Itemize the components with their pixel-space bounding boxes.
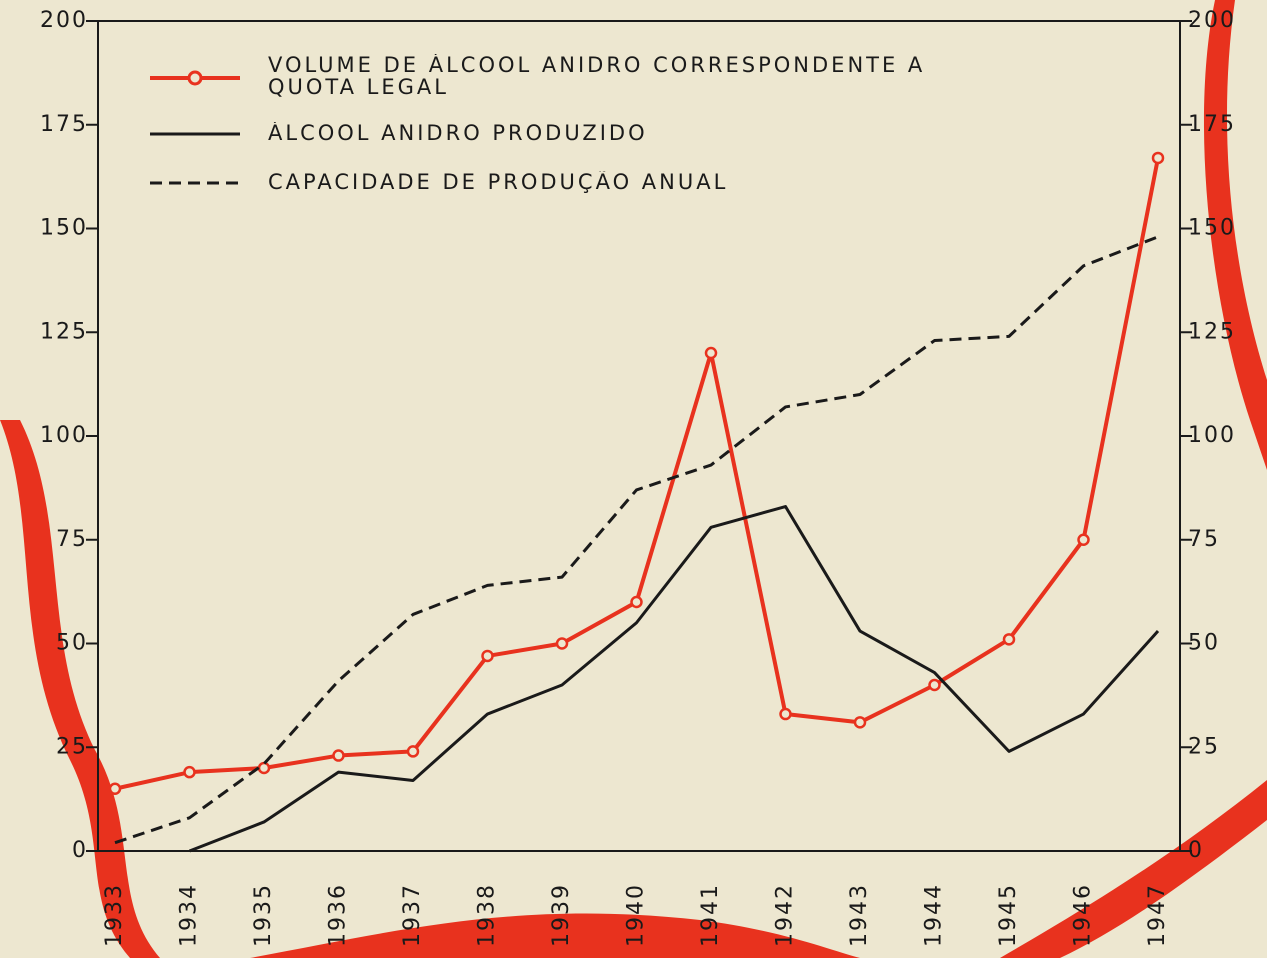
legend-label: ÁLCOOL ANIDRO PRODUZIDO bbox=[268, 122, 1028, 144]
x-tick-label: 1938 bbox=[475, 883, 500, 947]
y2-tick-label: 75 bbox=[1188, 527, 1220, 552]
point bbox=[1004, 634, 1014, 644]
x-tick-label: 1937 bbox=[400, 883, 425, 947]
y2-tick-label: 150 bbox=[1188, 216, 1236, 241]
point bbox=[1153, 153, 1163, 163]
point bbox=[930, 680, 940, 690]
y2-tick-label: 25 bbox=[1188, 734, 1220, 759]
point bbox=[185, 767, 195, 777]
point bbox=[334, 751, 344, 761]
x-tick-label: 1940 bbox=[624, 883, 649, 947]
x-tick-label: 1936 bbox=[326, 883, 351, 947]
y-tick-label: 200 bbox=[40, 8, 88, 33]
chart: 0 25 50 75 100 125 150 175 200 0 25 50 75 100 125 150 17… bbox=[0, 0, 1267, 958]
point bbox=[632, 597, 642, 607]
x-tick-label: 1944 bbox=[922, 883, 947, 947]
x-tick-label: 1941 bbox=[698, 883, 723, 947]
x-tick-label: 1947 bbox=[1145, 883, 1170, 947]
point bbox=[1079, 535, 1089, 545]
y-tick-label: 175 bbox=[40, 112, 88, 137]
x-tick-label: 1934 bbox=[177, 883, 202, 947]
point bbox=[855, 717, 865, 727]
x-tick-label: 1939 bbox=[549, 883, 574, 947]
legend-label: VOLUME DE ÁLCOOL ANIDRO CORRESPONDENTE A… bbox=[268, 54, 968, 98]
y-tick-label: 75 bbox=[56, 527, 88, 552]
point bbox=[483, 651, 493, 661]
y2-tick-label: 50 bbox=[1188, 631, 1220, 656]
x-tick-label: 1942 bbox=[773, 883, 798, 947]
point bbox=[781, 709, 791, 719]
y2-tick-label: 175 bbox=[1188, 112, 1236, 137]
point bbox=[706, 348, 716, 358]
y2-tick-label: 100 bbox=[1188, 423, 1236, 448]
y2-tick-label: 125 bbox=[1188, 319, 1236, 344]
legend-item: ÁLCOOL ANIDRO PRODUZIDO bbox=[268, 122, 1028, 172]
legend-item: CAPACIDADE DE PRODUÇÃO ANUAL bbox=[268, 171, 1028, 221]
legend-item: VOLUME DE ÁLCOOL ANIDRO CORRESPONDENTE A… bbox=[268, 54, 1028, 104]
x-tick-label: 1943 bbox=[847, 883, 872, 947]
y-tick-label: 0 bbox=[72, 838, 88, 863]
y-tick-label: 125 bbox=[40, 319, 88, 344]
legend-label: CAPACIDADE DE PRODUÇÃO ANUAL bbox=[268, 171, 1028, 193]
point bbox=[259, 763, 269, 773]
y-tick-label: 100 bbox=[40, 423, 88, 448]
point bbox=[408, 746, 418, 756]
x-tick-label: 1933 bbox=[102, 883, 127, 947]
x-tick-label: 1935 bbox=[251, 883, 276, 947]
x-tick-label: 1946 bbox=[1071, 883, 1096, 947]
x-tick-label: 1945 bbox=[996, 883, 1021, 947]
y-tick-label: 150 bbox=[40, 216, 88, 241]
y-tick-label: 50 bbox=[56, 631, 88, 656]
point bbox=[110, 784, 120, 794]
point bbox=[557, 639, 567, 649]
y-tick-label: 25 bbox=[56, 734, 88, 759]
legend-marker bbox=[189, 72, 201, 84]
y2-tick-label: 0 bbox=[1188, 838, 1204, 863]
y2-tick-label: 200 bbox=[1188, 8, 1236, 33]
